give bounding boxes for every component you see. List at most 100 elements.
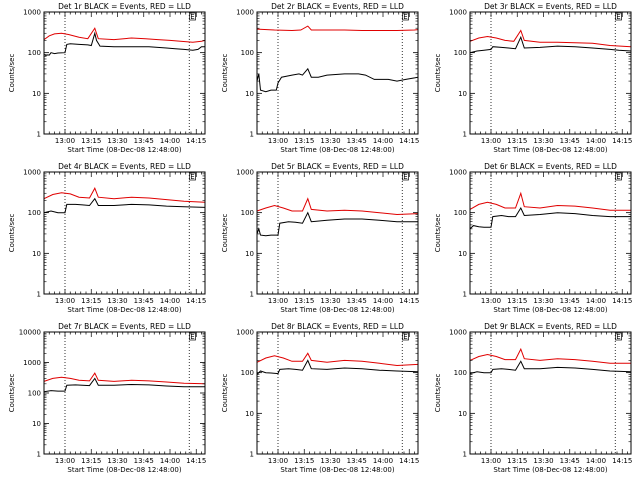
y-tick-label: 1 [37,131,41,139]
y-tick-label: 1000 [236,9,254,17]
y-tick-label: 10 [458,250,467,258]
x-tick-label: 13:00 [55,457,75,465]
series-line-events [469,35,632,54]
x-axis-label: Start Time (08-Dec-08 12:48:00) [493,306,607,314]
flare-flag-box [615,172,622,181]
x-tick-label: 13:15 [507,297,527,305]
y-axis-label: Counts/sec [8,374,16,413]
series-line-events [43,377,205,393]
chart-title: Det 1r BLACK = Events, RED = LLD [58,2,191,11]
x-tick-label: 14:15 [399,297,419,305]
series-line-events [256,211,418,237]
x-tick-label: 13:30 [320,457,340,465]
chart-title: Det 8r BLACK = Events, RED = LLD [271,322,404,331]
x-tick-label: 13:00 [268,457,288,465]
flare-flag-label: E [616,333,620,341]
x-tick-label: 13:45 [347,297,367,305]
x-tick-label: 13:00 [481,137,501,145]
y-tick-label: 10 [32,250,41,258]
x-tick-label: 13:30 [107,297,127,305]
y-tick-label: 100 [241,49,254,57]
x-tick-label: 13:15 [81,297,101,305]
y-axis-label: Counts/sec [221,54,229,93]
flare-flag-label: E [403,333,407,341]
x-tick-label: 13:15 [294,457,314,465]
plot-frame [469,331,632,455]
x-tick-label: 14:00 [160,137,180,145]
series-line-events [256,67,419,93]
chart-title: Det 2r BLACK = Events, RED = LLD [271,2,404,11]
flare-flag-label: E [403,13,407,21]
flare-flag-box [402,12,409,21]
plot-frame [469,171,632,295]
x-axis-label: Start Time (08-Dec-08 12:48:00) [493,146,607,154]
y-tick-label: 10 [458,90,467,98]
flare-flag-box [615,12,622,21]
x-tick-label: 14:15 [612,457,632,465]
x-tick-label: 13:30 [533,457,553,465]
x-tick-label: 13:00 [268,137,288,145]
y-axis-label: Counts/sec [221,214,229,253]
y-tick-label: 100 [454,369,467,377]
y-tick-label: 1000 [23,169,41,177]
chart-title: Det 6r BLACK = Events, RED = LLD [484,162,617,171]
lightcurve-chart: Det 8r BLACK = Events, RED = LLD E 1 10 100 1… [221,322,419,474]
x-axis-label: Start Time (08-Dec-08 12:48:00) [280,146,394,154]
flare-flag-label: E [190,13,194,21]
y-tick-label: 1 [463,451,467,459]
detector-panel-9: Det 9r BLACK = Events, RED = LLD E 1 10 100 1… [426,320,639,480]
y-tick-label: 1 [250,451,254,459]
x-tick-label: 13:45 [134,137,154,145]
y-tick-label: 1000 [449,9,467,17]
series-line-events [43,197,206,214]
x-tick-label: 14:15 [186,137,206,145]
y-tick-label: 10 [32,90,41,98]
detector-panel-4: Det 4r BLACK = Events, RED = LLD E 1 10 100 1… [0,160,213,320]
x-tick-label: 14:15 [399,457,419,465]
x-tick-label: 13:45 [347,457,367,465]
x-tick-label: 14:00 [586,137,606,145]
flare-flag-label: E [616,173,620,181]
x-tick-label: 14:15 [399,137,419,145]
series-line-events [469,360,632,375]
y-tick-label: 1 [463,291,467,299]
plot-frame [43,11,206,135]
x-axis-label: Start Time (08-Dec-08 12:48:00) [280,466,394,474]
series-line-lld [256,352,419,367]
x-tick-label: 13:00 [55,297,75,305]
flare-flag-label: E [403,173,407,181]
series-line-events [43,31,205,57]
x-tick-label: 14:00 [160,297,180,305]
y-tick-label: 1 [37,451,41,459]
x-axis-label: Start Time (08-Dec-08 12:48:00) [280,306,394,314]
x-tick-label: 13:00 [268,297,288,305]
y-tick-label: 1000 [23,9,41,17]
lightcurve-chart: Det 2r BLACK = Events, RED = LLD E 1 10 100 1… [221,2,419,154]
x-tick-label: 13:45 [134,457,154,465]
plot-frame [43,171,206,295]
x-axis-label: Start Time (08-Dec-08 12:48:00) [67,306,181,314]
y-axis-label: Counts/sec [434,214,442,253]
x-tick-label: 13:15 [507,137,527,145]
lightcurve-chart: Det 9r BLACK = Events, RED = LLD E 1 10 100 1… [434,322,632,474]
y-tick-label: 10 [245,90,254,98]
x-tick-label: 13:15 [294,137,314,145]
x-tick-label: 13:45 [134,297,154,305]
y-tick-label: 10 [245,410,254,418]
x-tick-label: 13:45 [347,137,367,145]
flare-flag-label: E [616,13,620,21]
detector-panel-6: Det 6r BLACK = Events, RED = LLD E 1 10 100 1… [426,160,639,320]
chart-title: Det 4r BLACK = Events, RED = LLD [58,162,191,171]
x-tick-label: 13:45 [560,457,580,465]
series-line-events [256,359,419,375]
series-line-lld [256,197,419,216]
detector-panel-8: Det 8r BLACK = Events, RED = LLD E 1 10 100 1… [213,320,426,480]
flare-flag-label: E [190,333,194,341]
x-tick-label: 13:30 [107,457,127,465]
x-tick-label: 13:30 [107,137,127,145]
flare-flag-box [189,12,196,21]
x-tick-label: 14:15 [612,137,632,145]
y-axis-label: Counts/sec [8,54,16,93]
x-tick-label: 14:00 [373,457,393,465]
